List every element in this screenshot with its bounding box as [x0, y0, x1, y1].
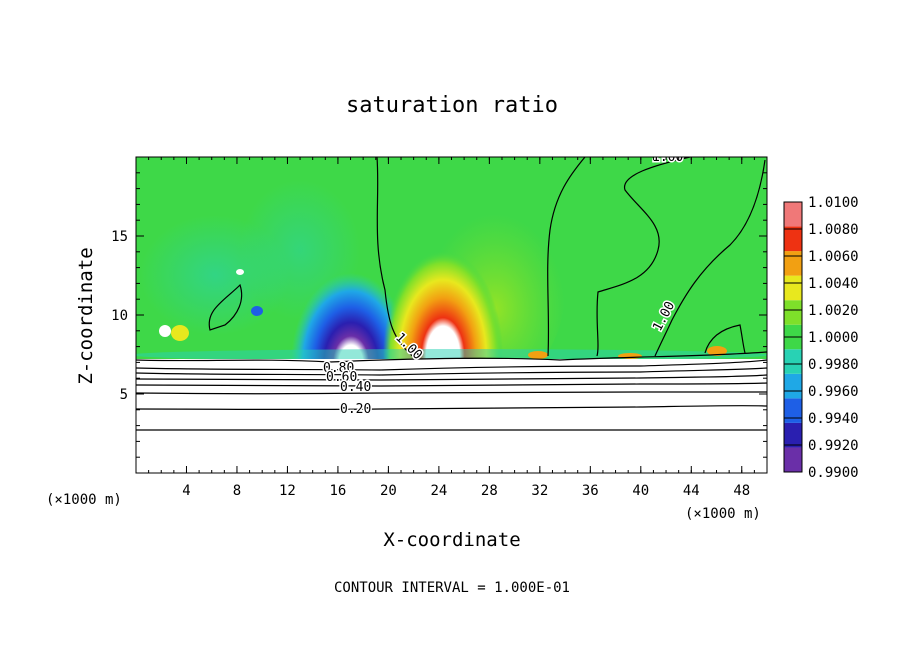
- colorbar-label: 1.0020: [808, 303, 859, 319]
- y-tick-label: 15: [111, 229, 128, 245]
- chart-title: saturation ratio: [346, 93, 558, 118]
- y-axis-label: Z-coordinate: [75, 247, 97, 384]
- contour-1.00-c: [596, 157, 691, 357]
- colorbar-swatch: [784, 349, 802, 374]
- colorbar-swatch: [784, 300, 802, 325]
- white-spot-high: [236, 269, 244, 275]
- x-tick-label: 4: [182, 483, 190, 499]
- x-tick-label: 16: [329, 483, 346, 499]
- contour-label-0.60: 0.60: [326, 370, 357, 385]
- y-axis-unit: (×1000 m): [46, 492, 122, 508]
- contour-1.00-e: [704, 324, 746, 354]
- x-tick-label: 40: [632, 483, 649, 499]
- contour-0.80: [136, 359, 767, 371]
- colorbar-swatch: [784, 398, 802, 423]
- colorbar-label: 0.9940: [808, 411, 859, 427]
- colorbar-swatch: [784, 447, 802, 472]
- colorbar-label: 0.9960: [808, 384, 859, 400]
- contour-1.00-left: [208, 283, 243, 331]
- orange-spot-45km: [707, 346, 727, 356]
- yellow-spot-left: [171, 325, 189, 341]
- white-spot-left: [159, 325, 171, 337]
- x-tick-label: 36: [582, 483, 599, 499]
- x-tick-label: 28: [481, 483, 498, 499]
- contour-label-0.40: 0.40: [340, 380, 371, 395]
- x-tick-label: 24: [430, 483, 447, 499]
- contour-1.00-b: [547, 157, 586, 357]
- colorbar-swatch: [784, 373, 802, 399]
- x-axis-label: X-coordinate: [383, 529, 520, 551]
- orange-spot-32km: [528, 351, 548, 359]
- colorbar-label: 1.0060: [808, 249, 859, 265]
- x-tick-label: 8: [233, 483, 241, 499]
- colorbar-swatch: [784, 422, 802, 448]
- colorbar-label: 0.9900: [808, 465, 859, 481]
- contour-1.00-a: [376, 157, 416, 359]
- x-tick-label: 44: [683, 483, 700, 499]
- colorbar-swatch: [784, 202, 802, 227]
- contour-lines: [136, 157, 767, 432]
- x-tick-label: 48: [733, 483, 750, 499]
- contour-label-0.80: 0.80: [323, 361, 354, 376]
- contour-0.70: [136, 367, 767, 376]
- plot-area: 1.00 1.00 1.00 0.80 0.60 0.40 0.20: [136, 150, 767, 473]
- x-axis-ticks: 4 8 12 16 20 24 28 32 36 40 44 48: [148, 157, 755, 499]
- y-tick-label: 5: [120, 387, 128, 403]
- contour-0.40: [136, 391, 767, 395]
- contour-0.20: [136, 404, 767, 411]
- contour-label-0.20: 0.20: [340, 402, 371, 417]
- y-axis-ticks: 5 10 15: [111, 172, 767, 458]
- colorbar-label: 1.0040: [808, 276, 859, 292]
- x-tick-label: 32: [531, 483, 548, 499]
- colorbar: 1.0100 1.0080 1.0060 1.0040 1.0020 1.0000 0.99…: [783, 195, 859, 481]
- blue-spot: [251, 306, 263, 316]
- contour-1.00-d: [654, 159, 766, 357]
- colorbar-swatch: [784, 251, 802, 276]
- contour-1.00-low: [136, 351, 767, 363]
- x-axis-unit: (×1000 m): [685, 506, 761, 522]
- colorbar-swatch: [784, 275, 802, 301]
- x-tick-label: 20: [380, 483, 397, 499]
- colorbar-label: 0.9980: [808, 357, 859, 373]
- colorbar-label: 1.0000: [808, 330, 859, 346]
- white-boundary-strip: [136, 359, 767, 473]
- contour-0.60: [136, 374, 767, 381]
- contour-interval-note: CONTOUR INTERVAL = 1.000E-01: [334, 580, 570, 596]
- contour-0.50: [136, 382, 767, 387]
- colorbar-label: 1.0080: [808, 222, 859, 238]
- colorbar-label: 1.0100: [808, 195, 859, 211]
- x-tick-label: 12: [279, 483, 296, 499]
- colorbar-swatch: [784, 226, 802, 252]
- contour-label-1.00-top: 1.00: [652, 150, 683, 165]
- y-tick-label: 10: [111, 308, 128, 324]
- colorbar-label: 0.9920: [808, 438, 859, 454]
